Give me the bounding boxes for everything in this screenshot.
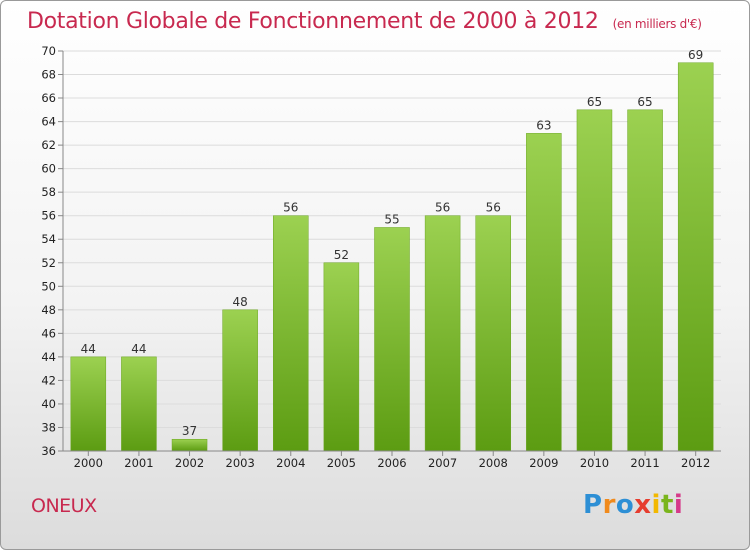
bar-2008 [475,215,511,452]
bar-2001 [121,356,157,452]
bar-2010 [576,109,613,452]
y-tick-label: 56 [41,209,56,223]
bar-2011 [627,109,663,452]
x-tick-label: 2007 [428,456,457,470]
bar-2009 [526,133,562,452]
bar-2006 [374,227,410,452]
y-tick-label: 48 [41,303,56,317]
bar-2005 [323,262,360,452]
y-tick-label: 50 [41,279,56,293]
y-tick-label: 70 [41,44,56,58]
y-tick-label: 46 [41,326,56,340]
logo-letter: i [651,490,661,520]
y-tick-label: 54 [41,232,56,246]
logo-letter: t [660,490,674,520]
logo-letter: P [583,490,603,520]
bar-2012 [677,62,714,452]
bar-value-label: 55 [384,212,399,226]
bar-value-label: 37 [182,424,197,438]
bar-value-label: 56 [435,201,450,215]
x-tick-label: 2006 [377,456,406,470]
proxiti-logo[interactable]: Proxiti [583,490,683,520]
y-tick-label: 68 [41,68,56,82]
x-tick-label: 2012 [681,456,710,470]
bar-2003 [222,309,258,452]
y-tick-label: 40 [41,397,56,411]
bar-value-label: 63 [536,118,551,132]
bar-2007 [424,215,461,452]
bar-value-label: 56 [283,201,298,215]
y-tick-label: 52 [41,256,56,270]
bar-value-label: 52 [334,248,349,262]
logo-letter: x [634,490,652,520]
y-tick-label: 58 [41,185,56,199]
chart-title: Dotation Globale de Fonctionnement de 20… [27,9,599,34]
logo-letter: r [602,490,616,520]
x-tick-label: 2004 [276,456,305,470]
y-tick-label: 62 [41,138,56,152]
x-tick-label: 2008 [479,456,508,470]
bar-2004 [273,215,309,452]
x-tick-label: 2011 [630,456,659,470]
y-tick-label: 64 [41,115,56,129]
logo-letter: o [615,490,635,520]
x-tick-label: 2003 [226,456,255,470]
bar-value-label: 65 [637,95,652,109]
bar-value-label: 56 [486,201,501,215]
bar-value-label: 48 [233,295,248,309]
y-tick-label: 44 [41,350,56,364]
y-tick-label: 66 [41,91,56,105]
bar-value-label: 65 [587,95,602,109]
chart-subtitle: (en milliers d'€) [612,17,702,31]
logo-letter: i [673,490,684,520]
commune-name: ONEUX [31,495,97,517]
y-tick-label: 60 [41,162,56,176]
chart-title-block: Dotation Globale de Fonctionnement de 20… [27,9,702,34]
x-tick-label: 2001 [124,456,153,470]
bar-2000 [70,356,107,452]
bar-value-label: 44 [131,342,146,356]
x-tick-label: 2010 [580,456,609,470]
x-tick-label: 2009 [529,456,558,470]
y-tick-label: 42 [41,373,56,387]
y-tick-label: 38 [41,420,56,434]
x-tick-label: 2005 [327,456,356,470]
x-tick-label: 2000 [74,456,103,470]
y-tick-label: 36 [41,444,56,458]
bar-value-label: 69 [688,48,703,62]
bar-2002 [171,438,208,452]
bar-value-label: 44 [81,342,96,356]
x-tick-label: 2002 [175,456,204,470]
